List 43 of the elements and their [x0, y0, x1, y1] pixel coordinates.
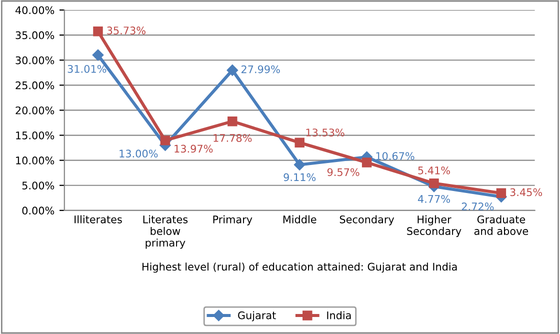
point [496, 188, 506, 198]
data-label: 35.73% [107, 26, 146, 34]
point [92, 49, 104, 61]
point [294, 159, 306, 170]
x-tick-label: Higher Secondary [407, 215, 462, 238]
data-label: 27.99% [241, 65, 280, 74]
data-label: 2.72% [462, 202, 494, 210]
point [93, 26, 103, 36]
data-label: 5.41% [418, 166, 450, 174]
data-label: 13.53% [306, 128, 344, 136]
data-label: 17.78% [214, 134, 252, 142]
y-tick-label: 5.00% [22, 182, 54, 190]
data-label: 4.77% [418, 195, 450, 203]
data-label: 9.57% [327, 168, 360, 176]
x-axis-title: Highest level (rural) of education attained: Gujarat and India [142, 262, 457, 273]
y-tick-label: 10.00% [16, 156, 54, 164]
data-label: 9.11% [284, 173, 316, 182]
legend-label: India [327, 311, 351, 320]
y-tick-label: 35.00% [16, 31, 54, 40]
data-label: 10.67% [376, 152, 414, 160]
x-tick-label: Middle [283, 215, 316, 224]
y-tick-label: 20.00% [16, 106, 54, 114]
point [228, 116, 238, 126]
x-tick-label: Literates below primary [143, 215, 188, 249]
legend-label: Gujarat [238, 311, 276, 322]
data-label: 13.97% [174, 144, 213, 153]
data-label: 13.00% [120, 150, 158, 158]
x-tick-label: Graduate and above [474, 215, 528, 236]
y-tick-label: 15.00% [16, 131, 54, 140]
y-tick-label: 0.00% [22, 206, 54, 215]
point [362, 158, 372, 168]
y-tick-label: 25.00% [16, 81, 54, 90]
y-tick-label: 30.00% [16, 56, 54, 64]
point [294, 138, 304, 148]
point [160, 136, 170, 146]
y-tick-label: 40.00% [15, 6, 54, 14]
x-tick-label: Primary [213, 215, 252, 226]
point [429, 178, 439, 188]
data-label: 3.45% [510, 188, 542, 196]
point [226, 64, 238, 76]
x-tick-label: Illiterates [74, 215, 122, 224]
data-label: 31.01% [68, 64, 106, 73]
x-tick-label: Secondary [340, 215, 394, 226]
